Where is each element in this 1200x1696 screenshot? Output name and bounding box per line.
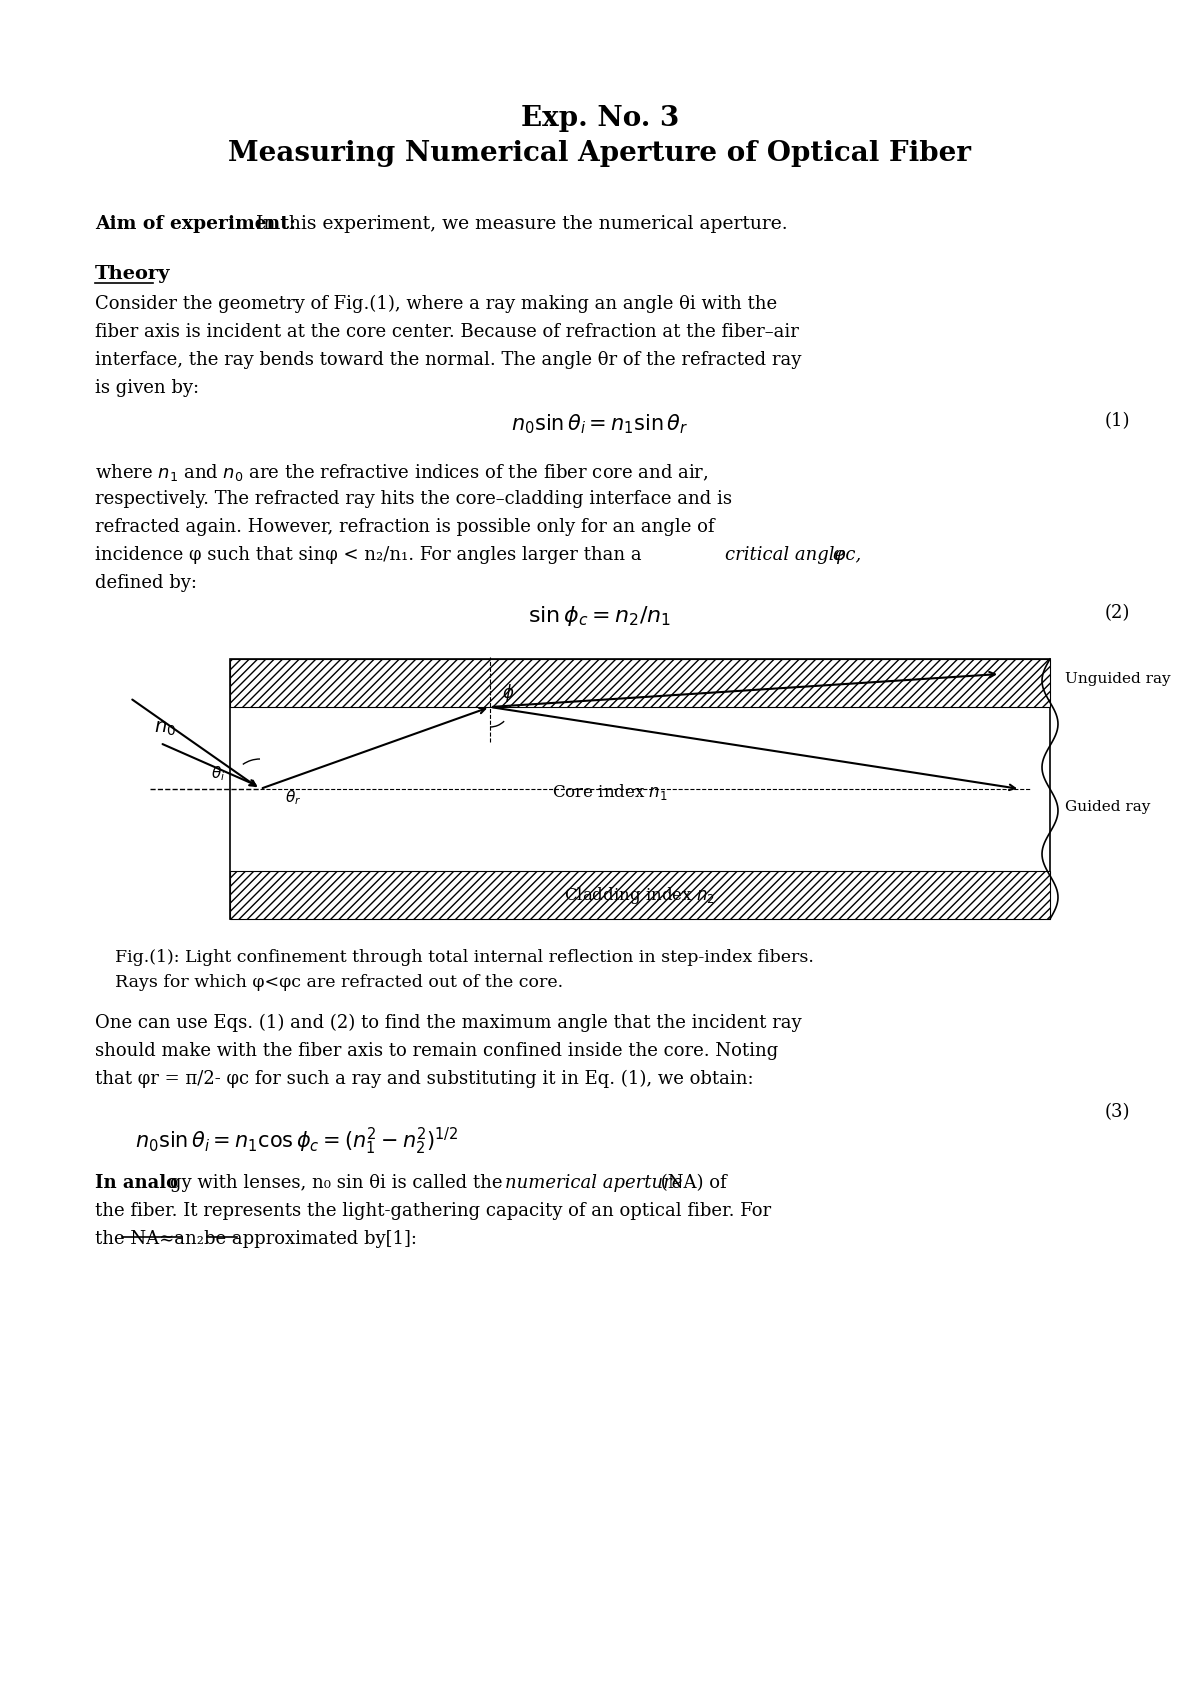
Text: Aim of experiment:: Aim of experiment: [95, 215, 296, 232]
Text: (NA) of: (NA) of [655, 1174, 727, 1192]
Text: is given by:: is given by: [95, 378, 199, 397]
Text: critical angle: critical angle [725, 546, 845, 565]
Text: Theory: Theory [95, 265, 170, 283]
Text: $n_0\sin\theta_i = n_1\sin\theta_r$: $n_0\sin\theta_i = n_1\sin\theta_r$ [511, 412, 689, 436]
Text: $n_0\sin\theta_i = n_1\cos\phi_c = (n_1^2 - n_2^2)^{1/2}$: $n_0\sin\theta_i = n_1\cos\phi_c = (n_1^… [134, 1126, 458, 1157]
Text: (3): (3) [1104, 1102, 1130, 1121]
Text: Rays for which φ<φc are refracted out of the core.: Rays for which φ<φc are refracted out of… [115, 974, 563, 990]
Text: $\theta_i$: $\theta_i$ [211, 763, 226, 782]
Text: Exp. No. 3: Exp. No. 3 [521, 105, 679, 132]
Bar [230, 660, 1050, 919]
Text: interface, the ray bends toward the normal. The angle θr of the refracted ray: interface, the ray bends toward the norm… [95, 351, 802, 370]
Text: should make with the fiber axis to remain confined inside the core. Noting: should make with the fiber axis to remai… [95, 1041, 779, 1060]
Text: the NA≈an₂be approximated by[1]:: the NA≈an₂be approximated by[1]: [95, 1230, 418, 1248]
Text: Core index $n_1$: Core index $n_1$ [552, 782, 668, 802]
Text: $n_0$: $n_0$ [154, 719, 176, 738]
Bar [230, 660, 1050, 707]
Text: gy with lenses, n₀ sin θi is called the: gy with lenses, n₀ sin θi is called the [170, 1174, 509, 1192]
Text: Cladding index $n_2$: Cladding index $n_2$ [564, 885, 715, 906]
Text: Unguided ray: Unguided ray [1066, 672, 1171, 685]
Text: Consider the geometry of Fig.(1), where a ray making an angle θi with the: Consider the geometry of Fig.(1), where … [95, 295, 778, 314]
Text: Fig.(1): Light confinement through total internal reflection in step-index fiber: Fig.(1): Light confinement through total… [115, 950, 814, 967]
Text: where $n_1$ and $n_0$ are the refractive indices of the fiber core and air,: where $n_1$ and $n_0$ are the refractive… [95, 461, 708, 483]
Text: φc,: φc, [827, 546, 862, 565]
Text: refracted again. However, refraction is possible only for an angle of: refracted again. However, refraction is … [95, 517, 714, 536]
Text: In analo: In analo [95, 1174, 178, 1192]
Text: numerical aperture: numerical aperture [505, 1174, 683, 1192]
Text: (2): (2) [1105, 604, 1130, 622]
Text: the fiber. It represents the light-gathering capacity of an optical fiber. For: the fiber. It represents the light-gathe… [95, 1202, 772, 1219]
Text: One can use Eqs. (1) and (2) to find the maximum angle that the incident ray: One can use Eqs. (1) and (2) to find the… [95, 1014, 802, 1033]
Text: incidence φ such that sinφ < n₂/n₁. For angles larger than a: incidence φ such that sinφ < n₂/n₁. For … [95, 546, 647, 565]
Text: $\theta_r$: $\theta_r$ [286, 789, 301, 807]
Text: that φr = π/2- φc for such a ray and substituting it in Eq. (1), we obtain:: that φr = π/2- φc for such a ray and sub… [95, 1070, 754, 1089]
Text: fiber axis is incident at the core center. Because of refraction at the fiber–ai: fiber axis is incident at the core cente… [95, 322, 799, 341]
Text: $\phi$: $\phi$ [502, 682, 515, 704]
Text: defined by:: defined by: [95, 573, 197, 592]
Bar [230, 872, 1050, 919]
Text: (1): (1) [1104, 412, 1130, 431]
Text: respectively. The refracted ray hits the core–cladding interface and is: respectively. The refracted ray hits the… [95, 490, 732, 509]
Text: Guided ray: Guided ray [1066, 801, 1151, 814]
Text: $\sin\phi_c = n_2/n_1$: $\sin\phi_c = n_2/n_1$ [528, 604, 672, 628]
Text: In this experiment, we measure the numerical aperture.: In this experiment, we measure the numer… [250, 215, 787, 232]
Text: Measuring Numerical Aperture of Optical Fiber: Measuring Numerical Aperture of Optical … [228, 141, 972, 166]
